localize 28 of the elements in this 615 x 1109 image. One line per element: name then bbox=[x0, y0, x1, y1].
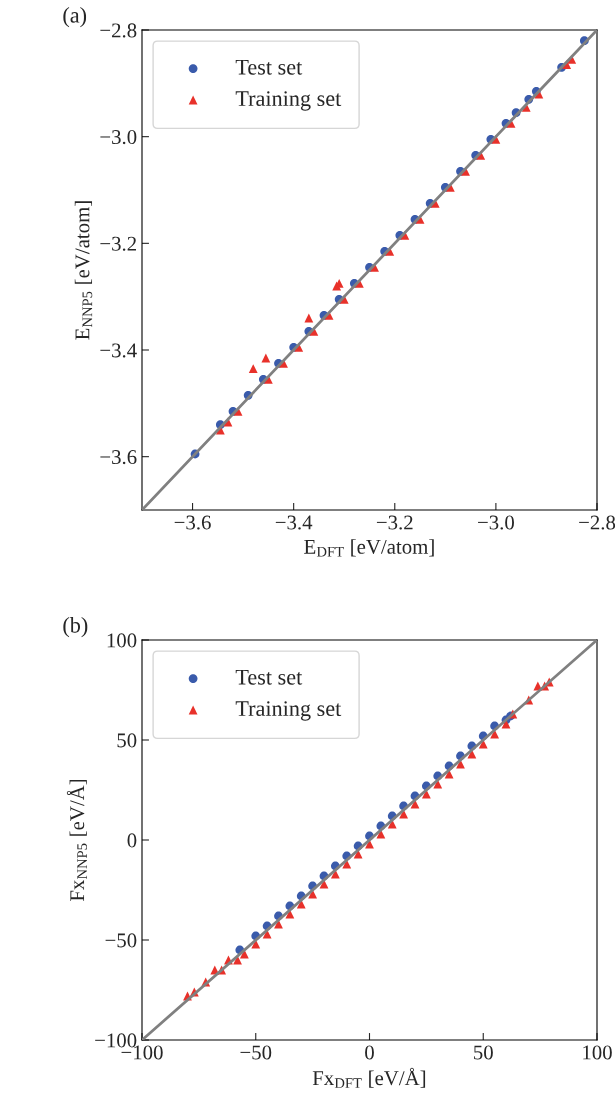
x-tick-label: 100 bbox=[583, 1045, 612, 1060]
x-tick-label: −50 bbox=[240, 1045, 272, 1060]
x-tick-label: 0 bbox=[365, 1045, 374, 1060]
y-axis-title: E$_{NNP5}$ [eV/atom] bbox=[74, 201, 93, 340]
x-tick-label: −3.6 bbox=[174, 515, 211, 530]
y-tick-label: −50 bbox=[105, 933, 137, 948]
x-tick-label: −3.2 bbox=[376, 515, 413, 530]
y-tick-label: −2.8 bbox=[100, 23, 137, 38]
x-tick-label: −3.0 bbox=[478, 515, 514, 530]
legend-label: Training set bbox=[235, 91, 342, 111]
y-axis-title: Fx$_{NNP5}$ [eV/Å] bbox=[66, 779, 88, 902]
x-tick-label: −3.4 bbox=[275, 515, 313, 530]
legend-label: Test set bbox=[235, 669, 303, 685]
y-tick-label: −3.6 bbox=[100, 450, 137, 465]
y-tick-label: −3.0 bbox=[100, 130, 137, 145]
legend-label: Test set bbox=[235, 59, 303, 75]
y-tick-label: −3.4 bbox=[100, 343, 137, 358]
legend-label: Training set bbox=[235, 701, 342, 721]
y-tick-label: 0 bbox=[127, 833, 137, 848]
y-tick-label: 100 bbox=[107, 633, 137, 648]
y-tick-label: −3.2 bbox=[100, 236, 136, 251]
chart-title: (b) bbox=[63, 617, 88, 638]
y-tick-label: 50 bbox=[117, 733, 137, 748]
x-axis-title: Fx$_{DFT}$ [eV/Å] bbox=[312, 1067, 426, 1088]
chart-title: (a) bbox=[63, 7, 87, 28]
x-tick-label: 50 bbox=[474, 1045, 493, 1060]
x-tick-label: −2.8 bbox=[579, 515, 615, 530]
x-axis-title: E$_{DFT}$ [eV/atom] bbox=[304, 539, 434, 557]
